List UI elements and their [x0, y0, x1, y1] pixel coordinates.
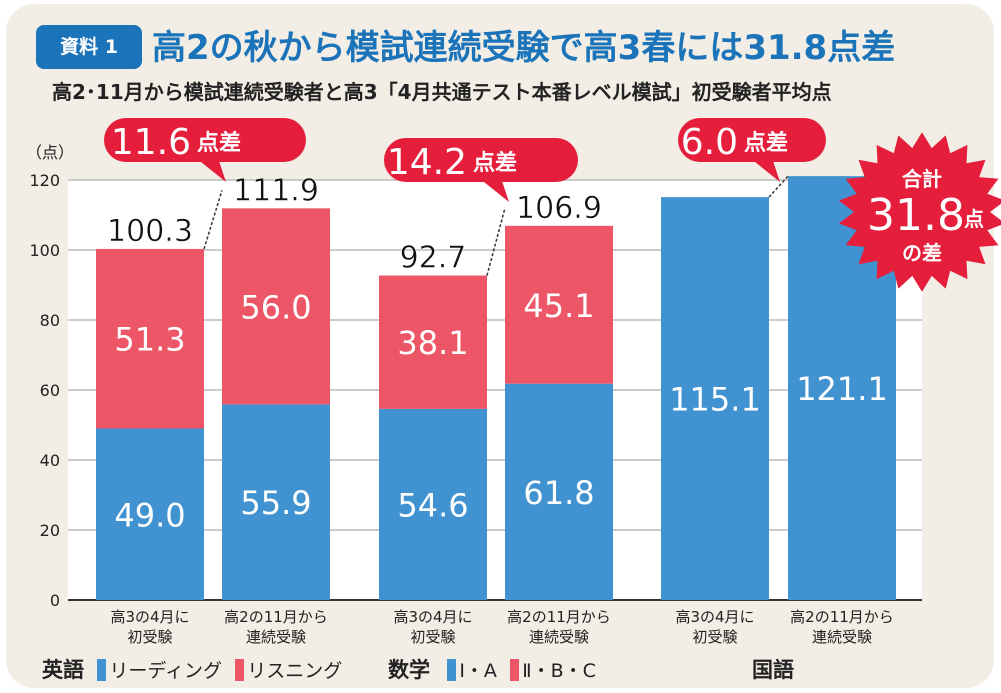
y-tick-label: 60 [40, 381, 60, 400]
bar-segment [222, 208, 330, 405]
y-tick-label: 0 [50, 591, 60, 610]
bar-segment [505, 225, 613, 384]
y-tick-label: 80 [40, 311, 60, 330]
burst-value: 31.8 [867, 190, 965, 241]
x-category-label: 連続受験 [812, 628, 872, 646]
figure-badge: 資料 1 [36, 25, 142, 69]
bar-total-label: 111.9 [233, 173, 319, 208]
bar-segment [379, 408, 487, 600]
x-category-label: 連続受験 [529, 628, 589, 646]
difference-value: 14.2 [387, 142, 467, 183]
bar-value-label: 115.1 [669, 381, 761, 419]
y-tick-label: 120 [29, 171, 60, 190]
bar-segment [222, 404, 330, 600]
legend-math-2bc: Ⅱ・B・C [522, 660, 596, 682]
bar-total-label: 92.7 [400, 241, 467, 276]
legend-math: 数学 Ⅰ・A Ⅱ・B・C [388, 654, 602, 684]
legend-english-title: 英語 [42, 658, 84, 682]
callout-pointer [196, 158, 226, 182]
x-category-label: 高2の11月から [790, 608, 894, 626]
bar-value-label: 61.8 [523, 474, 594, 512]
connector-line [486, 207, 506, 276]
bar-value-label: 51.3 [114, 321, 185, 359]
difference-value: 11.6 [111, 122, 191, 163]
chart-subtitle: 高2･11月から模試連続受験者と高3「4月共通テスト本番レベル模試」初受験者平均… [52, 80, 832, 104]
burst-unit: 点 [964, 207, 984, 231]
y-tick-label: 100 [29, 241, 60, 260]
legend-english: 英語 リーディング リスニング [42, 654, 348, 684]
chart-title: 高2の秋から模試連続受験で高3春には31.8点差 [152, 28, 896, 68]
bar-total-label: 100.3 [107, 214, 193, 249]
x-category-label: 高2の11月から [224, 608, 328, 626]
difference-unit: 点差 [744, 130, 788, 156]
legend-math-1a: Ⅰ・A [459, 660, 497, 682]
bar-segment [505, 383, 613, 600]
x-category-label: 初受験 [127, 628, 172, 646]
y-tick-label: 40 [40, 451, 60, 470]
bar-segment [96, 248, 204, 429]
difference-value: 6.0 [681, 122, 738, 163]
callout-pointer [750, 158, 780, 182]
legend-swatch-red [510, 659, 520, 681]
difference-unit: 点差 [197, 130, 241, 156]
bar-value-label: 55.9 [240, 484, 311, 522]
burst-top-text: 合計 [902, 167, 942, 191]
x-category-label: 高3の4月に [110, 608, 189, 626]
legend-math-title: 数学 [388, 658, 430, 682]
legend-listening: リスニング [247, 660, 343, 682]
difference-callout [678, 118, 826, 162]
y-tick-label: 20 [40, 521, 60, 540]
bar-value-label: 121.1 [796, 370, 888, 408]
burst-bottom-text: の差 [902, 241, 942, 265]
legend-swatch-blue [97, 659, 107, 681]
bar-value-label: 54.6 [397, 486, 468, 524]
callout-pointer [479, 178, 509, 202]
bar-segment [661, 197, 769, 600]
legend-swatch-blue [447, 659, 457, 681]
x-category-label: 連続受験 [246, 628, 306, 646]
bar-value-label: 56.0 [240, 288, 311, 326]
legend-reading: リーディング [109, 660, 222, 682]
difference-callout [384, 138, 578, 182]
total-difference-burst [838, 132, 1001, 292]
difference-unit: 点差 [473, 150, 517, 176]
legend-swatch-red [235, 659, 245, 681]
x-category-label: 高2の11月から [507, 608, 611, 626]
bar-value-label: 49.0 [114, 496, 185, 534]
y-axis-unit: （点） [26, 143, 74, 162]
bar-total-label: 106.9 [516, 191, 602, 226]
bar-value-label: 38.1 [397, 324, 468, 362]
connector-line [203, 190, 223, 250]
x-category-label: 高3の4月に [393, 608, 472, 626]
x-category-label: 初受験 [410, 628, 455, 646]
bar-value-label: 45.1 [523, 287, 594, 325]
legend-japanese: 国語 [752, 658, 794, 682]
bar-segment [379, 275, 487, 409]
x-category-label: 初受験 [692, 628, 737, 646]
x-category-label: 高3の4月に [675, 608, 754, 626]
bar-segment [96, 428, 204, 600]
difference-callout [104, 118, 306, 162]
